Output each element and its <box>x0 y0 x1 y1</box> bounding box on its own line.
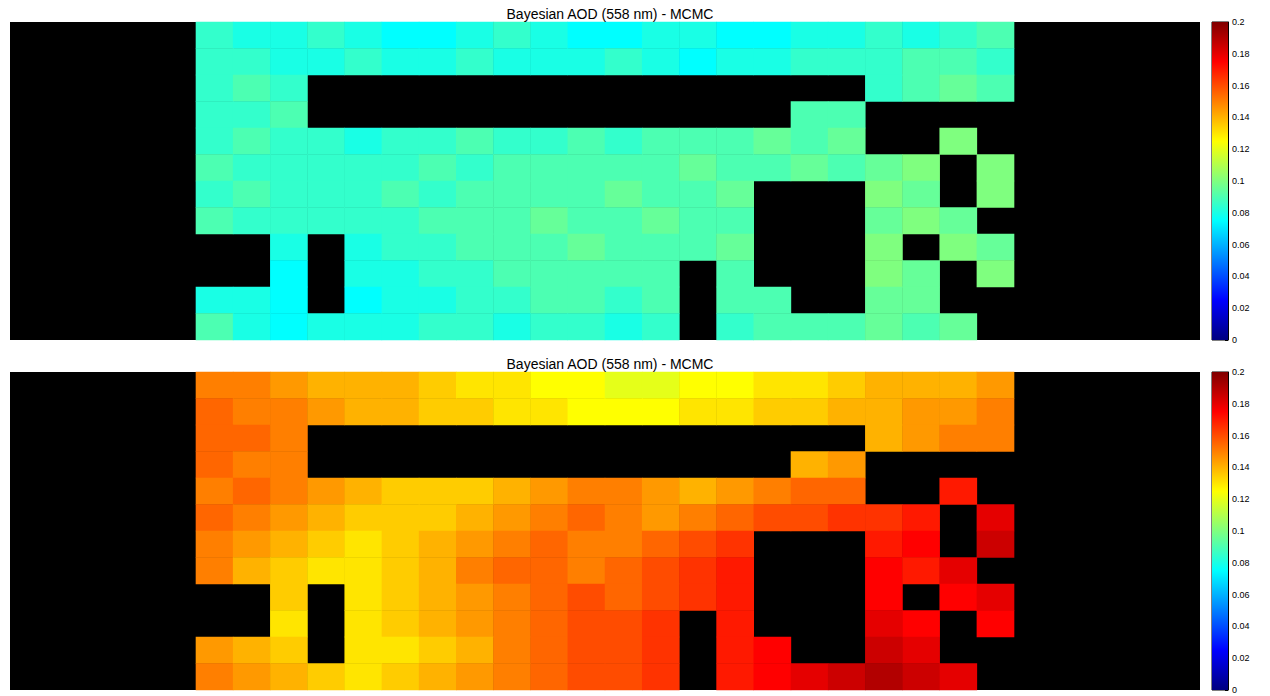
svg-text:0.04: 0.04 <box>1232 621 1250 631</box>
svg-text:0.02: 0.02 <box>1232 653 1250 663</box>
svg-text:0.14: 0.14 <box>1232 112 1250 122</box>
svg-text:0.18: 0.18 <box>1232 399 1250 409</box>
svg-text:0.16: 0.16 <box>1232 81 1250 91</box>
svg-text:0.06: 0.06 <box>1232 240 1250 250</box>
svg-text:0.16: 0.16 <box>1232 431 1250 441</box>
svg-text:0.06: 0.06 <box>1232 590 1250 600</box>
svg-text:0.2: 0.2 <box>1232 367 1245 377</box>
svg-text:0.04: 0.04 <box>1232 271 1250 281</box>
svg-text:0.14: 0.14 <box>1232 462 1250 472</box>
svg-text:0.18: 0.18 <box>1232 49 1250 59</box>
svg-text:0.12: 0.12 <box>1232 144 1250 154</box>
svg-text:0.12: 0.12 <box>1232 494 1250 504</box>
svg-text:0.1: 0.1 <box>1232 176 1245 186</box>
svg-text:Bayesian AOD (558 nm) - MCMC: Bayesian AOD (558 nm) - MCMC <box>507 356 714 372</box>
svg-text:0.02: 0.02 <box>1232 303 1250 313</box>
svg-text:0: 0 <box>1232 335 1237 345</box>
svg-text:Bayesian AOD (558 nm) - MCMC: Bayesian AOD (558 nm) - MCMC <box>507 6 714 22</box>
svg-text:0.2: 0.2 <box>1232 17 1245 27</box>
svg-text:0.08: 0.08 <box>1232 558 1250 568</box>
svg-text:0: 0 <box>1232 685 1237 695</box>
svg-text:0.08: 0.08 <box>1232 208 1250 218</box>
svg-text:0.1: 0.1 <box>1232 526 1245 536</box>
